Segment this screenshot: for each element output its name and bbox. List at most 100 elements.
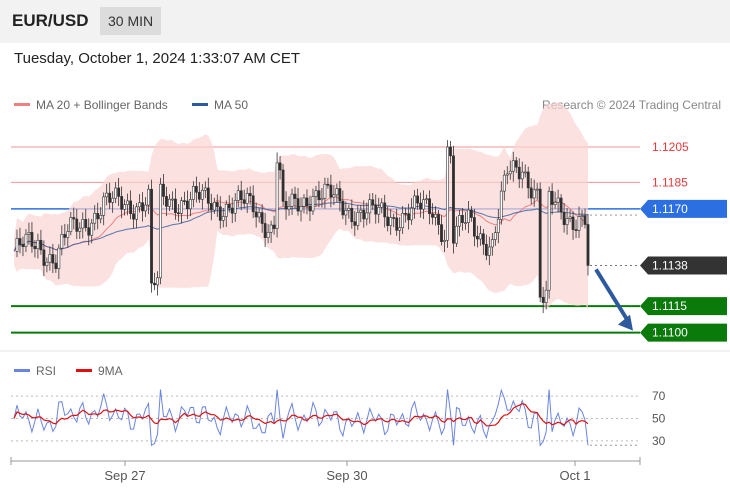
- candle-down: [583, 215, 587, 225]
- candle-up: [422, 199, 425, 210]
- candle-up: [523, 171, 527, 174]
- candle-up: [78, 227, 82, 232]
- time-axis: Sep 27 Sep 30 Oct 1: [10, 457, 641, 483]
- candle-down: [153, 282, 156, 286]
- candle-down: [395, 217, 399, 231]
- level-label: 1.1170: [652, 202, 688, 216]
- candle-down: [174, 198, 177, 214]
- currency-pair: EUR/USD: [12, 11, 89, 30]
- candle-down: [183, 200, 186, 202]
- level-labels: 1.1205 1.1185 1.1170 1.1138 1.1115 1.1100: [640, 140, 727, 342]
- candle-up: [27, 232, 31, 235]
- candle-down: [374, 204, 378, 215]
- chart-header: EUR/USD 30 MIN: [0, 0, 730, 43]
- rsi-swatch: [14, 369, 30, 373]
- bollinger-bands: [13, 102, 640, 311]
- candle-down: [326, 183, 330, 186]
- candle-down: [392, 217, 396, 219]
- candle-down: [281, 169, 285, 202]
- candle-up: [69, 217, 73, 232]
- candle-up: [505, 173, 509, 176]
- candle-down: [574, 229, 578, 231]
- candle-up: [368, 199, 372, 214]
- candle-up: [224, 203, 228, 217]
- candle-down: [177, 212, 180, 215]
- candle-down: [132, 213, 135, 220]
- candle-down: [428, 198, 431, 215]
- candle-down: [30, 232, 34, 247]
- candle-up: [314, 190, 318, 197]
- candle-down: [308, 205, 312, 212]
- candle-up: [535, 188, 539, 191]
- candle-up: [171, 198, 174, 201]
- candle-down: [162, 183, 165, 197]
- arrow-head: [618, 314, 633, 331]
- candle-up: [203, 187, 207, 191]
- candle-up: [499, 190, 503, 220]
- candle-up: [233, 200, 237, 214]
- candle-up: [490, 239, 494, 248]
- level-label: 1.1205: [652, 140, 689, 154]
- candle-down: [165, 196, 168, 207]
- candle-up: [511, 160, 515, 172]
- candle-up: [455, 225, 458, 244]
- candle-down: [559, 197, 563, 213]
- candle-up: [401, 212, 405, 229]
- candle-down: [87, 227, 91, 236]
- candle-up: [487, 246, 491, 256]
- ma50-swatch: [192, 103, 208, 107]
- ma20-swatch: [14, 103, 30, 107]
- candle-up: [458, 215, 461, 227]
- candle-down: [517, 166, 521, 180]
- candle-down: [206, 187, 210, 204]
- candle-up: [90, 222, 94, 236]
- level-tag: [640, 256, 727, 275]
- candle-up: [123, 204, 127, 210]
- candle-up: [159, 183, 162, 279]
- candle-down: [117, 187, 121, 197]
- candle-down: [227, 203, 231, 209]
- candle-up: [147, 188, 150, 206]
- candle-up: [502, 174, 506, 192]
- candle-down: [272, 224, 276, 229]
- candle-down: [440, 224, 443, 242]
- candle-up: [114, 187, 118, 199]
- ma20-label: MA 20 + Bollinger Bands: [36, 98, 168, 112]
- candle-up: [434, 214, 437, 218]
- candle-up: [15, 238, 19, 252]
- candle-down: [129, 200, 132, 215]
- level-label: 1.1115: [652, 299, 687, 313]
- candle-up: [410, 207, 414, 221]
- candle-down: [254, 211, 258, 218]
- candle-down: [278, 162, 282, 171]
- candle-down: [18, 238, 22, 245]
- candle-down: [529, 187, 533, 199]
- timeframe-button[interactable]: 30 MIN: [100, 7, 162, 35]
- candle-up: [57, 247, 61, 269]
- candle-down: [39, 239, 43, 251]
- candle-down: [452, 155, 455, 244]
- candle-down: [194, 186, 198, 193]
- rsi-ma-line: [13, 403, 589, 427]
- x-tick-label: Oct 1: [559, 468, 590, 483]
- candle-down: [472, 217, 476, 237]
- candle-up: [320, 198, 324, 201]
- candle-down: [353, 221, 357, 226]
- candle-up: [48, 254, 52, 263]
- candle-up: [105, 192, 109, 198]
- candle-down: [431, 213, 434, 218]
- candle-up: [144, 204, 147, 212]
- candle-up: [568, 216, 572, 219]
- candle-down: [75, 218, 79, 232]
- candle-up: [200, 189, 204, 200]
- level-label: 1.1100: [652, 326, 688, 340]
- candle-up: [188, 199, 192, 210]
- candle-down: [263, 223, 267, 238]
- candle-up: [544, 289, 548, 303]
- candle-down: [362, 209, 366, 220]
- candle-down: [317, 190, 321, 201]
- candle-up: [493, 232, 497, 240]
- candle-down: [437, 214, 440, 225]
- candle-up: [111, 197, 115, 203]
